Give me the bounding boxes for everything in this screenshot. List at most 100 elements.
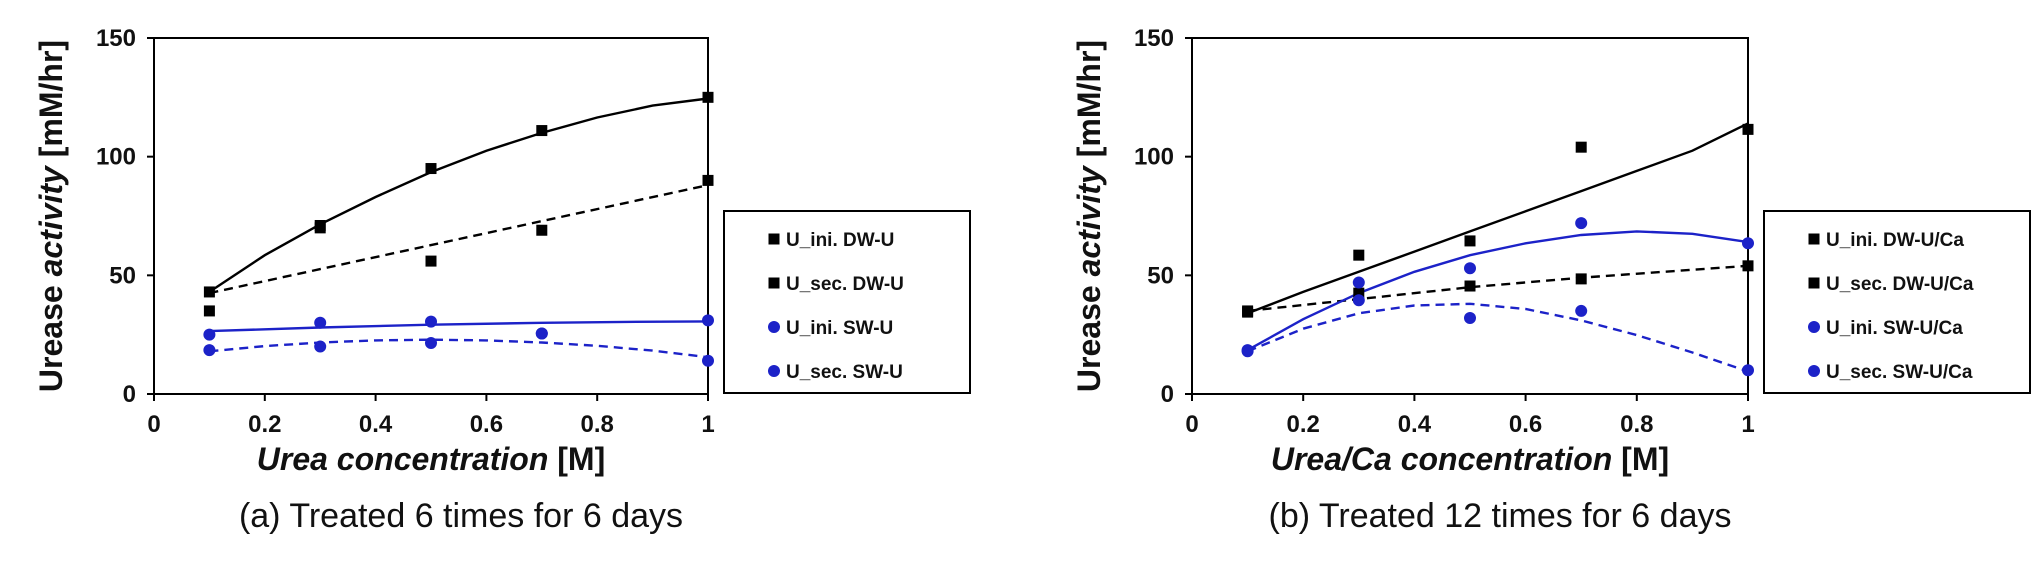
trend-line-1 [208,97,709,293]
data-point [203,305,215,317]
data-point [1352,276,1365,289]
data-point [1241,345,1254,358]
data-point [1464,262,1476,275]
data-point [702,314,714,327]
x-axis-title-italic: Urea/Ca concentration [1271,441,1612,477]
trend-line-2 [1247,264,1749,313]
data-point [1742,260,1754,272]
x-tick-label: 0.2 [248,411,281,438]
y-tick-label: 0 [1161,381,1174,408]
data-point [314,340,327,353]
data-point [203,328,216,341]
legend-label: U_ini. DW-U [786,230,894,251]
y-axis-title-italic: activity [33,164,69,276]
x-axis-title: Urea concentration [M] [257,441,605,477]
legend-label: U_sec. SW-U [786,362,903,383]
legend-marker [768,233,780,245]
trend-line-3 [1247,230,1749,352]
data-point [536,125,548,137]
data-point [1575,273,1587,285]
legend-label: U_ini. DW-U/Ca [1826,230,1964,251]
y-tick-label: 0 [123,381,136,408]
data-point [1742,123,1754,135]
x-tick-label: 0 [1185,411,1198,438]
data-point [314,316,327,329]
legend-label: U_sec. SW-U/Ca [1826,362,1973,383]
data-point [702,91,714,103]
chart-caption: (a) Treated 6 times for 6 days [239,497,683,535]
x-tick-label: 0.2 [1287,411,1320,438]
legend-marker [1808,277,1820,289]
y-tick-label: 150 [1134,25,1174,52]
y-axis-title-unit: [mM/hr] [1071,40,1107,166]
chart-a: 0 50 100 150 0 0.2 0.4 0.6 0.8 1 Urease activity [… [33,25,971,535]
data-point [1353,249,1365,261]
trend-line-2 [209,183,709,295]
data-point [1575,141,1587,153]
chart-caption: (b) Treated 12 times for 6 days [1269,497,1732,535]
legend-box [723,210,971,394]
legend-label: U_sec. DW-U/Ca [1826,274,1974,295]
x-tick-label: 1 [1741,411,1754,438]
data-point [425,163,437,175]
data-point [702,174,714,186]
plot-frame [1191,37,1749,395]
data-point [1464,235,1476,247]
legend-label: U_sec. DW-U [786,274,904,295]
legend: U_ini. DW-U/Ca U_sec. DW-U/Ca U_ini. SW-U/… [1763,210,2031,394]
data-point [1742,364,1754,377]
legend-marker [1808,233,1820,245]
y-axis-title-plain: Urease [33,276,69,392]
x-tick-label: 0.8 [1620,411,1653,438]
x-tick-label: 1 [701,411,714,438]
chart-b: 0 50 100 150 0 0.2 0.4 0.6 0.8 1 Urease activity [… [1071,25,2031,535]
legend-marker [768,365,780,377]
x-tick-label: 0.6 [470,411,503,438]
legend-box [1763,210,2031,394]
data-point [425,336,437,349]
data-point [203,286,215,298]
trend-line-4 [1247,302,1749,373]
x-tick-label: 0.6 [1509,411,1542,438]
x-axis-title-italic: Urea concentration [257,441,549,477]
y-axis-title-italic: activity [1071,164,1107,276]
x-tick-label: 0.8 [581,411,614,438]
legend-marker [768,321,780,333]
data-point [1575,304,1588,317]
y-tick-label: 50 [109,262,136,289]
data-point [1242,306,1254,318]
data-point [702,354,714,367]
x-axis-title: Urea/Ca concentration [M] [1271,441,1669,477]
legend-label: U_ini. SW-U [786,318,893,339]
data-point [1464,280,1476,292]
y-axis-title: Urease activity [mM/hr] [1071,40,1107,392]
y-tick-label: 100 [1134,144,1174,171]
trend-line-3 [209,320,709,333]
y-tick-label: 50 [1147,262,1174,289]
legend-label: U_ini. SW-U/Ca [1826,318,1963,339]
data-point [425,255,437,267]
data-point [1575,217,1588,230]
y-tick-label: 150 [96,25,136,52]
data-point [314,222,326,234]
x-tick-label: 0.4 [1398,411,1432,438]
legend-marker [1808,321,1820,333]
data-point [1464,312,1476,325]
legend-marker [1808,365,1820,377]
x-tick-label: 0 [147,411,160,438]
y-tick-label: 100 [96,144,136,171]
data-point [536,224,548,236]
y-axis-title-plain: Urease [1071,276,1107,392]
data-point [535,327,548,340]
data-point [425,315,437,328]
trend-line-4 [209,338,709,359]
legend-marker [768,277,780,289]
data-point [1353,287,1365,299]
x-axis-title-unit: [M] [1612,441,1669,477]
legend: U_ini. DW-U U_sec. DW-U U_ini. SW-U U_sec. … [723,210,971,394]
plot-frame [153,37,709,395]
y-axis-title-unit: [mM/hr] [33,40,69,166]
data-point [1742,237,1754,250]
